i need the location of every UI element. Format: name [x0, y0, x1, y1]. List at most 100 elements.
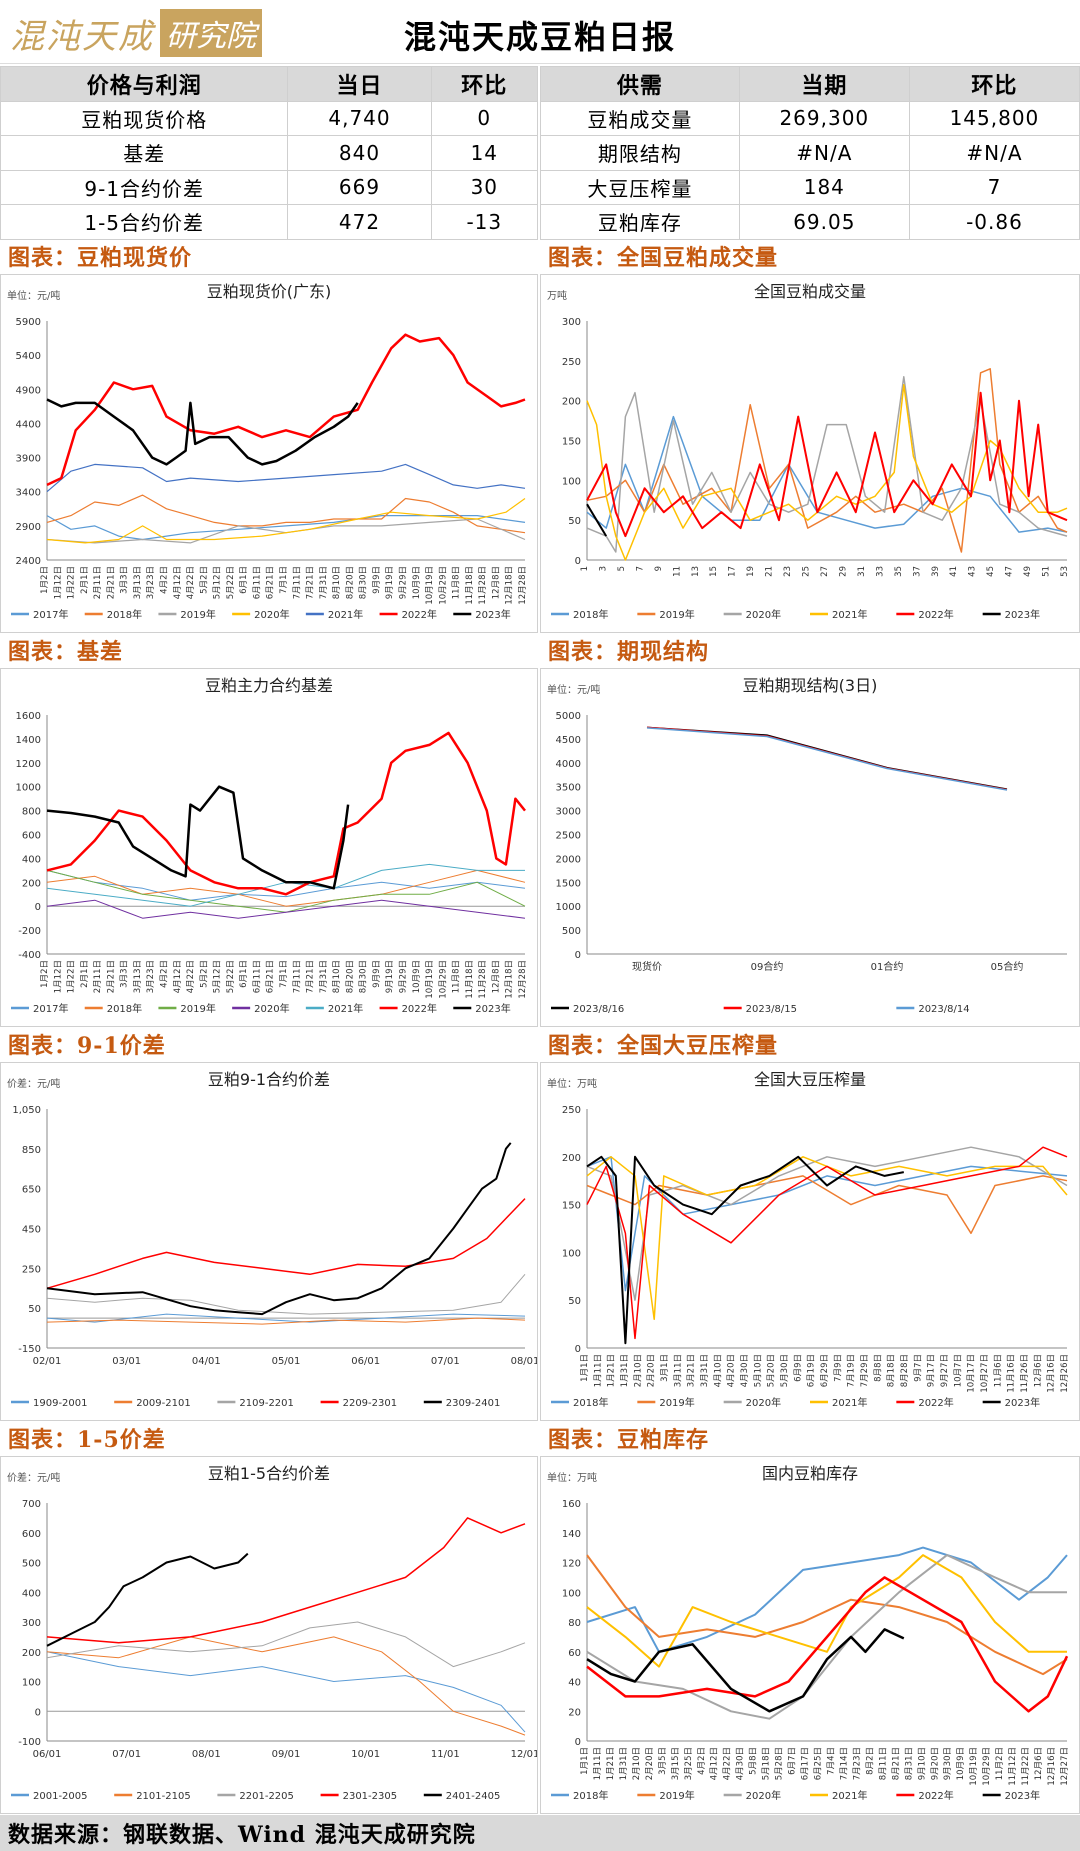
table-cell: 1-5合约价差 — [0, 204, 289, 240]
logo: 混沌天成 研究院 — [10, 9, 300, 57]
x-tick-label: 8月10日 — [332, 960, 342, 993]
x-tick-label: 11月18日 — [465, 566, 475, 605]
x-tick-label: 37 — [912, 566, 922, 577]
x-tick-label: 1月12日 — [53, 566, 63, 599]
y-tick-label: 0 — [575, 950, 581, 961]
table-cell: -13 — [430, 204, 539, 240]
x-tick-label: 7月4日 — [826, 1747, 836, 1775]
series-line-2020年 — [586, 376, 1068, 553]
x-tick-label: 5 — [617, 566, 627, 571]
series-line-2017年 — [46, 515, 526, 541]
price-profit-table: 价格与利润 当日 环比 豆粕现货价格 4,740 0 基差 840 14 9-1合约价差… — [0, 66, 539, 240]
legend-label: 2401-2405 — [446, 1791, 501, 1802]
x-tick-label: 5月30日 — [780, 1354, 790, 1387]
legend-label: 2020年 — [254, 1002, 289, 1015]
y-tick-label: 3900 — [16, 454, 41, 465]
series-line-2018年 — [46, 494, 526, 534]
series-line-2023年 — [46, 785, 350, 890]
x-tick-label: 12月18日 — [505, 566, 515, 605]
legend-label: 2301-2305 — [343, 1791, 398, 1802]
series-line-2309-2401 — [46, 1142, 512, 1316]
x-tick-label: 5月28日 — [775, 1747, 785, 1780]
x-tick-label: 3 — [598, 566, 608, 571]
legend-label: 2023/8/16 — [573, 1004, 624, 1015]
x-tick-label: 07/01 — [112, 1749, 141, 1760]
y-tick-label: 3000 — [556, 807, 581, 818]
x-tick-label: 12月16日 — [1047, 1354, 1057, 1393]
x-tick-label: 6月11日 — [252, 566, 262, 599]
series-line-2023年 — [586, 503, 608, 537]
x-tick-label: 3月25日 — [684, 1747, 694, 1780]
series-line-2022年 — [586, 1576, 1069, 1713]
x-tick-label: 3月13日 — [133, 566, 143, 599]
y-tick-label: 4500 — [556, 735, 581, 746]
table-cell: 669 — [287, 169, 432, 205]
series-line-2022年 — [46, 731, 526, 896]
legend-label: 2018年 — [107, 1002, 142, 1015]
legend-label: 2021年 — [328, 608, 363, 621]
x-tick-label: 2月20日 — [647, 1354, 657, 1387]
y-tick-label: 300 — [562, 317, 581, 328]
y-tick-label: 1000 — [556, 902, 581, 913]
panel-title: 图表：9-1价差 — [8, 1033, 166, 1059]
x-tick-label: 11月12日 — [1008, 1747, 1018, 1786]
legend-label: 2017年 — [33, 608, 68, 621]
x-tick-label: 8月31日 — [904, 1747, 914, 1780]
logo-badge: 研究院 — [160, 9, 262, 57]
x-tick-label: 7月1日 — [279, 960, 289, 988]
table-cell: 7 — [908, 169, 1080, 205]
x-tick-label: 10月9日 — [412, 960, 422, 993]
legend-label: 2022年 — [402, 1002, 437, 1015]
x-tick-label: 10月19日 — [969, 1747, 979, 1786]
panel-title: 图表：1-5价差 — [8, 1427, 166, 1453]
table-row: 豆粕成交量 269,300 145,800 — [540, 100, 1080, 136]
x-tick-label: 11月8日 — [452, 566, 462, 599]
legend-label: 2018年 — [573, 1396, 608, 1409]
chart-title: 豆粕主力合约基差 — [205, 676, 333, 695]
x-tick-label: 05/01 — [272, 1356, 301, 1367]
y-tick-label: 3500 — [556, 783, 581, 794]
x-tick-label: 41 — [949, 566, 959, 577]
x-tick-label: 8月28日 — [900, 1354, 910, 1387]
x-tick-label: 13 — [691, 566, 701, 577]
x-tick-label: 01合约 — [871, 960, 904, 973]
legend-label: 2017年 — [33, 1002, 68, 1015]
series-line-2101-2105 — [46, 1636, 526, 1736]
legend-label: 2022年 — [402, 608, 437, 621]
y-tick-label: 1500 — [556, 878, 581, 889]
legend-label: 2019年 — [659, 1396, 694, 1409]
x-tick-label: 1月1日 — [580, 1354, 590, 1382]
table-cell: 472 — [287, 204, 432, 240]
y-tick-label: 50 — [28, 1304, 41, 1315]
y-tick-label: 140 — [562, 1529, 581, 1540]
x-tick-label: 2月21日 — [106, 960, 116, 993]
panel-title: 图表：豆粕库存 — [548, 1427, 710, 1453]
x-tick-label: 4月20日 — [727, 1354, 737, 1387]
y-tick-label: 2400 — [16, 556, 41, 567]
x-tick-label: 5月22日 — [226, 566, 236, 599]
x-tick-label: 3月3日 — [120, 960, 130, 988]
y-tick-label: 450 — [22, 1225, 41, 1236]
table-header-row: 供需 当期 环比 — [540, 66, 1080, 102]
x-tick-label: 1月22日 — [67, 566, 77, 599]
legend-label: 2001-2005 — [33, 1791, 88, 1802]
table-header: 当日 — [287, 66, 432, 102]
legend-label: 2021年 — [832, 608, 867, 621]
logo-text: 混沌天成 — [10, 16, 154, 57]
x-tick-label: 3月15日 — [671, 1747, 681, 1780]
x-tick-label: 2月10日 — [632, 1747, 642, 1780]
x-tick-label: 09合约 — [751, 960, 784, 973]
x-tick-label: 15 — [709, 566, 719, 577]
legend-label: 2018年 — [107, 608, 142, 621]
y-tick-label: 1000 — [16, 783, 41, 794]
y-tick-label: 3400 — [16, 488, 41, 499]
x-tick-label: 1月11日 — [593, 1747, 603, 1780]
x-tick-label: 8月20日 — [345, 960, 355, 993]
y-tick-label: 700 — [22, 1499, 41, 1510]
table-cell: 840 — [287, 135, 432, 171]
legend-label: 2018年 — [573, 1789, 608, 1802]
y-tick-label: 4900 — [16, 385, 41, 396]
y-tick-label: 150 — [562, 1201, 581, 1212]
